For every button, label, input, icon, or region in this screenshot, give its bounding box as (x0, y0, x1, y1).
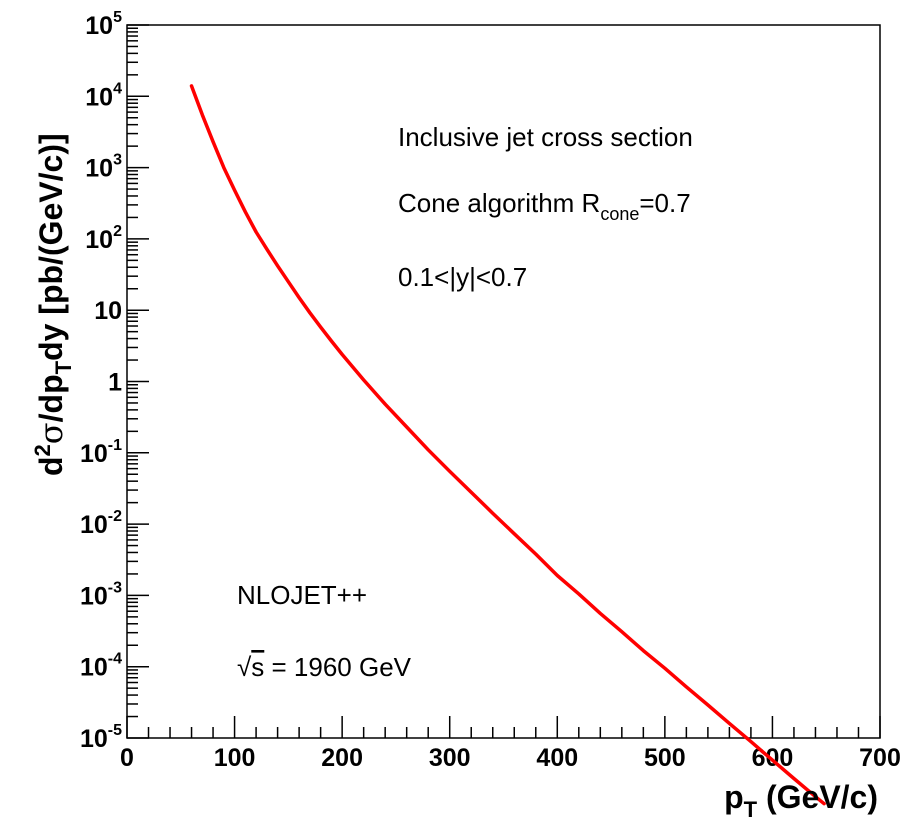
y-tick-label: 105 (85, 9, 122, 40)
annotation-algorithm-tail: =0.7 (639, 188, 690, 218)
y-axis-title-sup: 2 (30, 444, 55, 456)
annotation-algorithm-main: Cone algorithm R (398, 188, 600, 218)
x-axis-title-main: p (724, 779, 744, 815)
y-axis-title-d: d (33, 456, 69, 476)
y-tick-label: 1 (108, 369, 122, 397)
x-tick-label: 500 (644, 744, 686, 772)
annotation-title: Inclusive jet cross section (398, 122, 693, 152)
y-axis-title-sub: T (51, 360, 76, 374)
x-tick-label: 200 (321, 744, 363, 772)
y-axis-title-dp: /dp (33, 374, 69, 422)
y-tick-label: 10-3 (80, 579, 122, 610)
y-axis-title-rest: dy [pb/(GeV/c)] (33, 133, 69, 361)
x-ticks (126, 716, 881, 738)
x-axis-title: pT (GeV/c) (724, 779, 878, 822)
annotation-generator: NLOJET++ (237, 580, 367, 610)
y-axis-title-sigma: σ (32, 422, 70, 444)
y-ticks (127, 24, 149, 739)
annotation-energy-tail: = 1960 GeV (264, 652, 411, 682)
sqrt-icon: √ (237, 652, 252, 682)
x-tick-label: 700 (859, 744, 901, 772)
y-tick-label: 102 (85, 223, 122, 254)
annotation-energy-s: s (251, 652, 264, 682)
annotation-rapidity: 0.1<|y|<0.7 (398, 262, 527, 292)
y-axis-title: d2σ/dpTdy [pb/(GeV/c)] (30, 133, 76, 476)
annotation-algorithm: Cone algorithm Rcone=0.7 (398, 188, 691, 224)
y-tick-labels: 10-5 10-4 10-3 10-2 10-1 1 10 102 103 104 105 (80, 9, 122, 753)
y-tick-label: 103 (85, 152, 122, 183)
x-axis-title-sub: T (744, 797, 758, 822)
y-tick-label: 104 (85, 80, 122, 111)
x-tick-labels: 0 100 200 300 400 500 600 700 (120, 744, 901, 772)
y-tick-label: 10-1 (80, 437, 122, 468)
y-tick-label: 10-4 (80, 651, 122, 682)
x-tick-label: 0 (120, 744, 134, 772)
annotation-energy: √s = 1960 GeV (237, 652, 412, 682)
x-tick-label: 400 (536, 744, 578, 772)
annotation-algorithm-sub: cone (600, 204, 639, 224)
x-tick-label: 300 (429, 744, 471, 772)
y-tick-label: 10-5 (80, 722, 122, 753)
series-line (189, 84, 826, 806)
y-tick-label: 10 (94, 297, 122, 325)
x-axis-title-unit: (GeV/c) (757, 779, 878, 815)
y-tick-label: 10-2 (80, 508, 122, 539)
x-tick-label: 100 (214, 744, 256, 772)
